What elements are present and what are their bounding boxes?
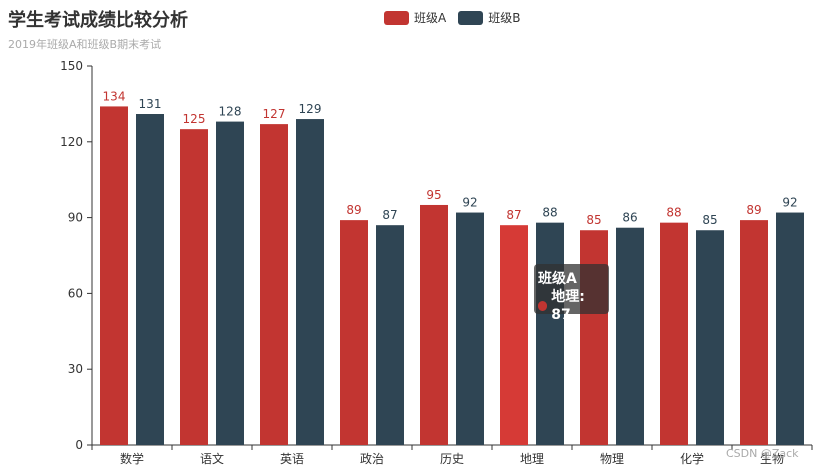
y-tick-label-2: 60 bbox=[68, 286, 83, 300]
bar-label-s1-c6: 86 bbox=[622, 211, 637, 225]
x-tick-label-7: 化学 bbox=[680, 451, 704, 466]
bar-label-s0-c4: 95 bbox=[426, 188, 441, 202]
bar-s1-c6 bbox=[616, 227, 644, 445]
y-tick-label-3: 90 bbox=[68, 211, 83, 225]
chart-title: 学生考试成绩比较分析 bbox=[8, 10, 188, 31]
bar-s0-c6 bbox=[580, 230, 608, 445]
x-tick-label-8: 生物 bbox=[760, 452, 784, 466]
x-tick-label-6: 物理 bbox=[600, 452, 624, 466]
bar-s0-c2 bbox=[260, 124, 288, 445]
legend-label-class-b: 班级B bbox=[488, 11, 521, 25]
legend-swatch-class-b bbox=[458, 10, 484, 25]
bar-s1-c5 bbox=[536, 222, 564, 445]
bar-s0-c4 bbox=[420, 204, 448, 445]
tooltip-item-text: 地理: 87 bbox=[551, 289, 585, 323]
bar-s0-c3 bbox=[340, 220, 368, 445]
legend-label-class-a: 班级A bbox=[414, 11, 447, 25]
bar-label-s0-c1: 125 bbox=[183, 112, 206, 126]
legend-swatch-class-a bbox=[384, 10, 409, 25]
x-tick-label-1: 语文 bbox=[200, 451, 224, 466]
bar-label-s0-c0: 134 bbox=[103, 89, 126, 103]
x-tick-label-0: 数学 bbox=[120, 451, 144, 466]
bar-s1-c4 bbox=[456, 212, 484, 445]
bar-s0-c8 bbox=[740, 220, 768, 445]
bar-label-s1-c8: 92 bbox=[782, 196, 797, 210]
chart-subtitle: 2019年班级A和班级B期末考试 bbox=[8, 38, 162, 51]
bar-label-s0-c2: 127 bbox=[263, 107, 286, 121]
bar-label-s1-c1: 128 bbox=[219, 105, 242, 119]
bar-s0-c1 bbox=[180, 129, 208, 445]
bar-label-s0-c8: 89 bbox=[746, 203, 761, 217]
bar-s1-c2 bbox=[296, 119, 324, 445]
legend: 班级A 班级B bbox=[384, 9, 520, 26]
y-tick-label-5: 150 bbox=[60, 59, 83, 73]
bar-s0-c7 bbox=[660, 222, 688, 445]
bar-s1-c3 bbox=[376, 225, 404, 445]
legend-item-class-a[interactable]: 班级A bbox=[384, 9, 446, 26]
bar-label-s1-c5: 88 bbox=[542, 206, 557, 220]
bar-label-s0-c7: 88 bbox=[666, 206, 681, 220]
bar-s0-c5 bbox=[500, 225, 528, 445]
bar-label-s0-c6: 85 bbox=[586, 213, 601, 227]
tooltip-dot-icon bbox=[538, 301, 548, 311]
bar-s1-c8 bbox=[776, 212, 804, 445]
y-tick-label-4: 120 bbox=[60, 135, 83, 149]
bar-label-s1-c2: 129 bbox=[299, 102, 322, 116]
bar-label-s0-c3: 89 bbox=[346, 203, 361, 217]
bar-label-s1-c4: 92 bbox=[462, 196, 477, 210]
x-tick-label-3: 政治 bbox=[360, 452, 384, 466]
x-tick-label-5: 地理 bbox=[520, 452, 544, 466]
y-tick-label-1: 30 bbox=[68, 362, 83, 376]
bar-s1-c0 bbox=[136, 114, 164, 446]
tooltip-series-name: 班级A bbox=[538, 271, 577, 287]
bar-label-s1-c3: 87 bbox=[382, 208, 397, 222]
watermark: CSDN @Zack bbox=[726, 447, 799, 460]
bar-s1-c7 bbox=[696, 230, 724, 445]
bar-s1-c1 bbox=[216, 121, 244, 445]
y-tick-label-0: 0 bbox=[75, 438, 83, 452]
x-tick-label-4: 历史 bbox=[440, 452, 464, 466]
bar-label-s0-c5: 87 bbox=[506, 208, 521, 222]
bar-label-s1-c0: 131 bbox=[139, 97, 162, 111]
legend-item-class-b[interactable]: 班级B bbox=[458, 9, 520, 26]
tooltip: 班级A 地理: 87 bbox=[534, 264, 609, 323]
bar-label-s1-c7: 85 bbox=[702, 213, 717, 227]
bar-s0-c0 bbox=[100, 106, 128, 445]
x-tick-label-2: 英语 bbox=[280, 452, 304, 466]
